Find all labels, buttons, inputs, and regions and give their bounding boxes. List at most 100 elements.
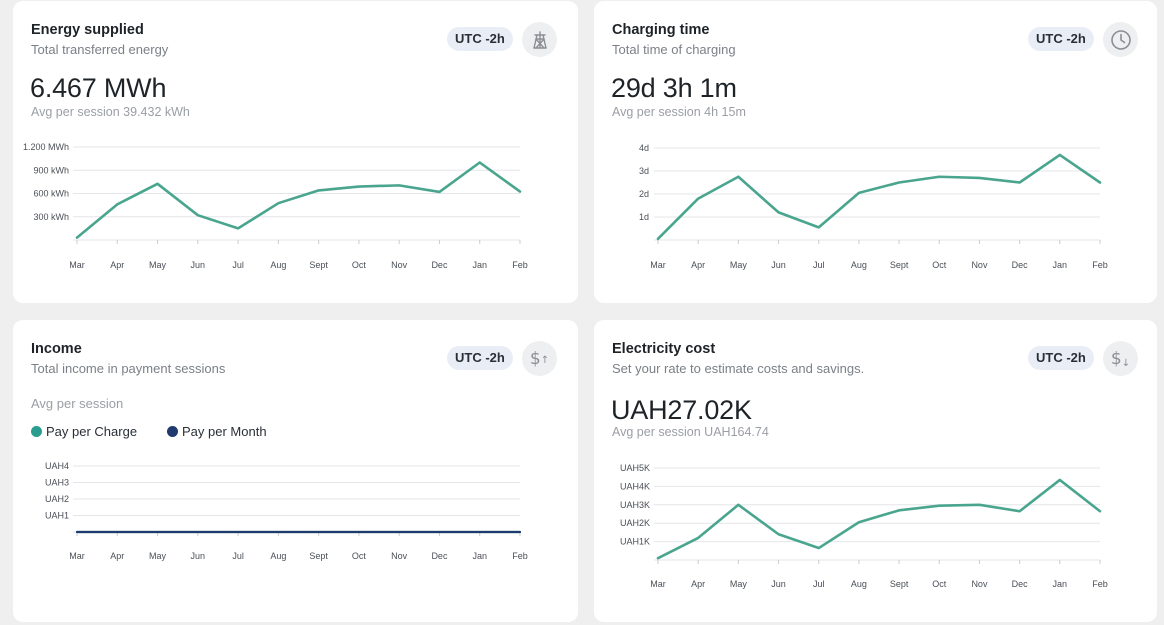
- y-tick-label: 600 kWh: [33, 189, 69, 199]
- x-tick-label: Aug: [270, 260, 286, 270]
- x-tick-label: Apr: [691, 260, 705, 270]
- y-tick-label: 1.200 MWh: [23, 142, 69, 152]
- power-tower-icon[interactable]: [522, 22, 557, 57]
- electricity-chart: UAH1K UAH2K UAH3K UAH4K UAH5K Mar Apr May Jun Jul…: [620, 463, 1108, 589]
- x-tick-label: Jun: [191, 260, 206, 270]
- x-tick-label: Apr: [110, 260, 124, 270]
- x-tick-label: Mar: [650, 260, 666, 270]
- avg-per-session: Avg per session UAH164.74: [612, 425, 769, 439]
- legend-dot: [167, 426, 178, 437]
- dollar-up-icon[interactable]: $↑: [522, 341, 557, 376]
- y-tick-label: UAH3: [45, 478, 69, 488]
- dollar-down-icon[interactable]: $↓: [1103, 341, 1138, 376]
- total-value: 6.467 MWh: [30, 73, 167, 103]
- x-tick-label: Jan: [472, 260, 487, 270]
- card-title: Energy supplied: [31, 22, 144, 38]
- income-card: Income Total income in payment sessions …: [13, 320, 578, 622]
- y-tick-label: UAH2: [45, 494, 69, 504]
- energy-chart: 300 kWh 600 kWh 900 kWh 1.200 MWh Mar Apr May J…: [23, 142, 528, 270]
- x-tick-label: Sept: [309, 260, 328, 270]
- x-tick-label: Dec: [1012, 579, 1029, 589]
- y-tick-label: 300 kWh: [33, 212, 69, 222]
- x-tick-label: Mar: [69, 551, 85, 561]
- legend-pay-per-charge[interactable]: Pay per Charge: [31, 424, 137, 439]
- x-tick-label: Dec: [431, 260, 448, 270]
- x-tick-label: Sept: [890, 260, 909, 270]
- legend-label: Pay per Month: [182, 424, 267, 439]
- x-tick-label: Jan: [1053, 579, 1068, 589]
- card-subtitle: Total transferred energy: [31, 42, 169, 57]
- x-tick-label: Nov: [971, 579, 988, 589]
- card-subtitle: Total income in payment sessions: [31, 361, 226, 376]
- card-title: Electricity cost: [612, 341, 716, 357]
- total-value: UAH27.02K: [611, 395, 752, 425]
- card-subtitle: Set your rate to estimate costs and savi…: [612, 361, 865, 376]
- charging-time-card: Charging time Total time of charging UTC…: [594, 1, 1157, 303]
- x-tick-label: Nov: [391, 260, 408, 270]
- legend-label: Pay per Charge: [46, 424, 138, 439]
- x-tick-label: Oct: [932, 579, 947, 589]
- x-tick-label: Sept: [309, 551, 328, 561]
- income-chart: UAH1 UAH2 UAH3 UAH4 Mar Apr May Jun Jul Aug Sept Oc…: [45, 461, 528, 561]
- clock-icon[interactable]: [1103, 22, 1138, 57]
- x-tick-label: Jun: [771, 260, 786, 270]
- x-tick-label: Apr: [110, 551, 124, 561]
- x-tick-label: Jul: [813, 579, 825, 589]
- x-tick-label: Aug: [851, 579, 867, 589]
- y-tick-label: UAH3K: [620, 500, 650, 510]
- x-tick-label: Jun: [191, 551, 206, 561]
- x-tick-label: Aug: [270, 551, 286, 561]
- x-tick-label: Jul: [232, 260, 244, 270]
- x-tick-label: Feb: [512, 260, 528, 270]
- x-tick-label: Jul: [232, 551, 244, 561]
- x-tick-label: Feb: [1092, 260, 1108, 270]
- card-title: Income: [31, 341, 82, 357]
- electricity-cost-card: Electricity cost Set your rate to estima…: [594, 320, 1157, 622]
- y-tick-label: UAH1: [45, 511, 69, 521]
- x-tick-label: Nov: [391, 551, 408, 561]
- x-tick-label: May: [149, 260, 167, 270]
- x-tick-label: May: [149, 551, 167, 561]
- x-tick-label: Aug: [851, 260, 867, 270]
- avg-per-session-label: Avg per session: [31, 396, 124, 411]
- timezone-badge[interactable]: UTC -2h: [447, 27, 513, 51]
- legend-dot: [31, 426, 42, 437]
- x-tick-label: Nov: [971, 260, 988, 270]
- card-subtitle: Total time of charging: [612, 42, 736, 57]
- charging-chart: 1d 2d 3d 4d Mar Apr May Jun Jul Aug Sept Oct Nov Dec J…: [639, 143, 1108, 270]
- x-tick-label: Oct: [352, 551, 367, 561]
- y-tick-label: 2d: [639, 189, 649, 199]
- y-tick-label: UAH4K: [620, 481, 650, 491]
- timezone-badge[interactable]: UTC -2h: [1028, 346, 1094, 370]
- total-value: 29d 3h 1m: [611, 73, 737, 103]
- x-tick-label: Feb: [512, 551, 528, 561]
- avg-per-session: Avg per session 4h 15m: [612, 105, 746, 119]
- y-tick-label: 900 kWh: [33, 165, 69, 175]
- card-title: Charging time: [612, 22, 710, 38]
- energy-supplied-card: Energy supplied Total transferred energy…: [13, 1, 578, 303]
- x-tick-label: Jul: [813, 260, 825, 270]
- x-tick-label: Oct: [352, 260, 367, 270]
- x-tick-label: Mar: [650, 579, 666, 589]
- legend-pay-per-month[interactable]: Pay per Month: [167, 424, 267, 439]
- series-line: [75, 161, 522, 239]
- timezone-badge[interactable]: UTC -2h: [1028, 27, 1094, 51]
- y-tick-label: UAH2K: [620, 518, 650, 528]
- avg-per-session: Avg per session 39.432 kWh: [31, 105, 190, 119]
- x-tick-label: Jan: [472, 551, 487, 561]
- x-tick-label: May: [730, 579, 748, 589]
- y-tick-label: UAH4: [45, 461, 69, 471]
- series-line: [656, 153, 1102, 241]
- y-tick-label: 4d: [639, 143, 649, 153]
- y-tick-label: UAH5K: [620, 463, 650, 473]
- x-tick-label: Apr: [691, 579, 705, 589]
- x-tick-label: Mar: [69, 260, 85, 270]
- y-tick-label: 3d: [639, 166, 649, 176]
- x-tick-label: Jan: [1053, 260, 1068, 270]
- y-tick-label: 1d: [639, 212, 649, 222]
- x-tick-label: Dec: [1012, 260, 1029, 270]
- timezone-badge[interactable]: UTC -2h: [447, 346, 513, 370]
- x-tick-label: Dec: [431, 551, 448, 561]
- series-line: [656, 478, 1102, 560]
- x-tick-label: May: [730, 260, 748, 270]
